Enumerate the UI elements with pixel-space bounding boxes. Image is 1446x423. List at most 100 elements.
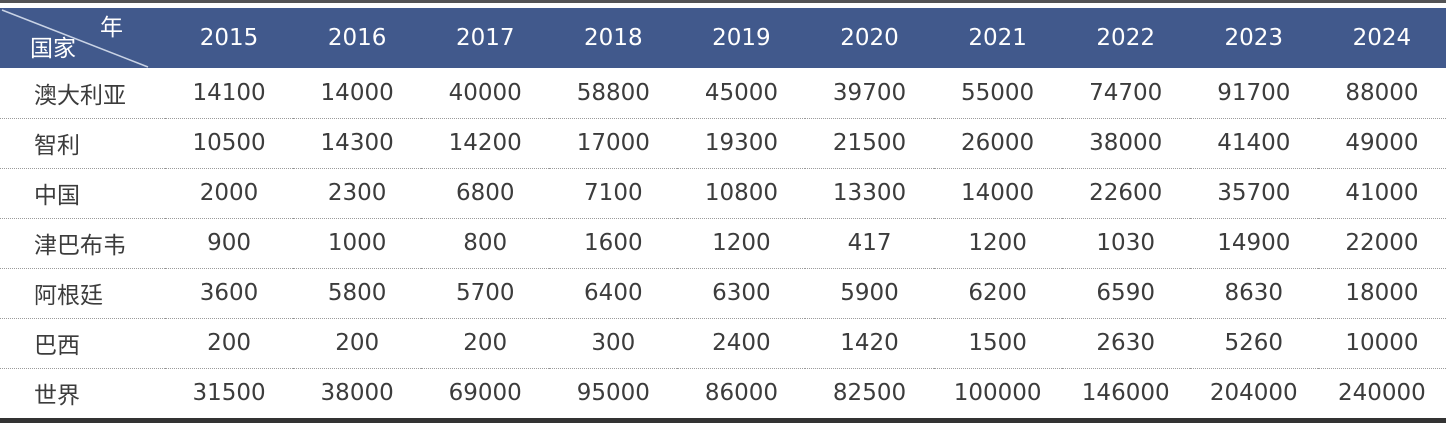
value-cell: 1030 [1096,230,1155,256]
year-header-2023: 2023 [1224,25,1284,51]
year-header-2024: 2024 [1352,25,1412,51]
value-cell: 21500 [832,130,907,156]
corner-year-label: 年 [100,15,123,41]
value-cell: 14900 [1217,230,1291,256]
value-cell: 41400 [1217,130,1291,156]
table-row: 津巴布韦 900 1000 800 1600 1200 417 1200 1030 14900 22… [0,218,1446,268]
value-cell: 1500 [968,330,1027,356]
value-cell: 200 [335,330,380,356]
value-cell: 14100 [192,79,266,106]
value-cell: 14300 [320,130,394,156]
value-cell: 800 [463,230,508,256]
corner-header-cell: 年 国家 [0,8,165,68]
country-cell: 澳大利亚 [34,82,126,109]
value-cell: 2300 [327,180,387,206]
value-cell: 417 [847,230,892,256]
year-header-2019: 2019 [712,25,771,51]
table-row: 巴西 200 200 200 300 2400 1420 1500 2630 5260 10000 [0,318,1446,368]
value-cell: 8630 [1224,280,1284,306]
value-cell: 146000 [1081,380,1170,407]
country-cell: 智利 [34,133,80,159]
value-cell: 2630 [1096,330,1155,356]
value-cell: 10000 [1345,330,1419,356]
value-cell: 1420 [840,330,899,356]
value-cell: 45000 [704,79,778,106]
value-cell: 19300 [704,130,778,156]
value-cell: 26000 [961,130,1035,156]
year-header-2015: 2015 [199,25,259,51]
value-cell: 1200 [968,230,1027,256]
value-cell: 1200 [712,230,771,256]
value-cell: 10500 [192,130,266,156]
value-cell: 240000 [1338,380,1426,407]
value-cell: 82500 [832,380,907,407]
value-cell: 100000 [953,380,1042,407]
country-year-data-table: 年 国家 2015 2016 2017 2018 2019 2020 2021 2022 202… [0,8,1446,418]
country-cell: 津巴布韦 [34,233,126,259]
value-cell: 22600 [1089,180,1163,206]
value-cell: 69000 [448,380,522,407]
value-cell: 7100 [584,180,643,206]
country-cell: 世界 [34,383,80,410]
table-bottom-rule [0,418,1446,423]
value-cell: 200 [463,330,508,356]
value-cell: 74700 [1089,79,1163,106]
value-cell: 5900 [840,280,899,306]
value-cell: 17000 [576,130,650,156]
value-cell: 18000 [1345,280,1419,306]
value-cell: 58800 [576,79,650,106]
value-cell: 38000 [1089,130,1163,156]
table-row: 澳大利亚 14100 14000 40000 58800 45000 39700 55000 7… [0,68,1446,118]
value-cell: 55000 [961,79,1035,106]
table-row: 智利 10500 14300 14200 17000 19300 21500 26000 380… [0,118,1446,168]
value-cell: 900 [207,230,251,256]
rule-gap [0,3,1446,8]
value-cell: 86000 [704,380,778,407]
country-cell: 中国 [34,183,80,209]
value-cell: 39700 [832,79,907,106]
year-header-2021: 2021 [968,25,1027,51]
value-cell: 5800 [327,280,387,306]
value-cell: 95000 [576,380,650,407]
value-cell: 1000 [327,230,387,256]
table-row: 阿根廷 3600 5800 5700 6400 6300 5900 6200 6590 8630 1… [0,268,1446,318]
value-cell: 88000 [1345,79,1419,106]
value-cell: 1600 [584,230,643,256]
value-cell: 200 [207,330,251,356]
value-cell: 6590 [1096,280,1155,306]
diagonal-divider-icon [1,9,149,68]
value-cell: 49000 [1345,130,1419,156]
value-cell: 5700 [455,280,515,306]
value-cell: 204000 [1209,380,1298,407]
table-top-rule [0,0,1446,3]
value-cell: 14000 [320,79,394,106]
value-cell: 13300 [832,180,907,206]
table-row: 世界 31500 38000 69000 95000 86000 82500 100000 14… [0,368,1446,418]
value-cell: 91700 [1217,79,1291,106]
year-header-2020: 2020 [840,25,899,51]
year-header-2018: 2018 [584,25,643,51]
value-cell: 31500 [192,380,266,407]
value-cell: 10800 [704,180,778,206]
table-header: 年 国家 2015 2016 2017 2018 2019 2020 2021 2022 202… [0,8,1446,68]
value-cell: 6800 [455,180,515,206]
value-cell: 38000 [320,380,394,407]
header-row: 年 国家 2015 2016 2017 2018 2019 2020 2021 2022 202… [0,8,1446,68]
country-cell: 阿根廷 [34,283,103,309]
table-body: 澳大利亚 14100 14000 40000 58800 45000 39700 55000 7… [0,68,1446,418]
value-cell: 3600 [199,280,259,306]
year-header-2016: 2016 [327,25,387,51]
value-cell: 14000 [961,180,1035,206]
corner-country-label: 国家 [30,36,76,62]
value-cell: 2400 [712,330,771,356]
country-cell: 巴西 [34,333,80,359]
value-cell: 41000 [1345,180,1419,206]
value-cell: 5260 [1224,330,1284,356]
year-header-2017: 2017 [455,25,515,51]
value-cell: 40000 [448,79,522,106]
value-cell: 35700 [1217,180,1291,206]
value-cell: 300 [591,330,636,356]
value-cell: 6200 [968,280,1027,306]
year-header-2022: 2022 [1096,25,1155,51]
